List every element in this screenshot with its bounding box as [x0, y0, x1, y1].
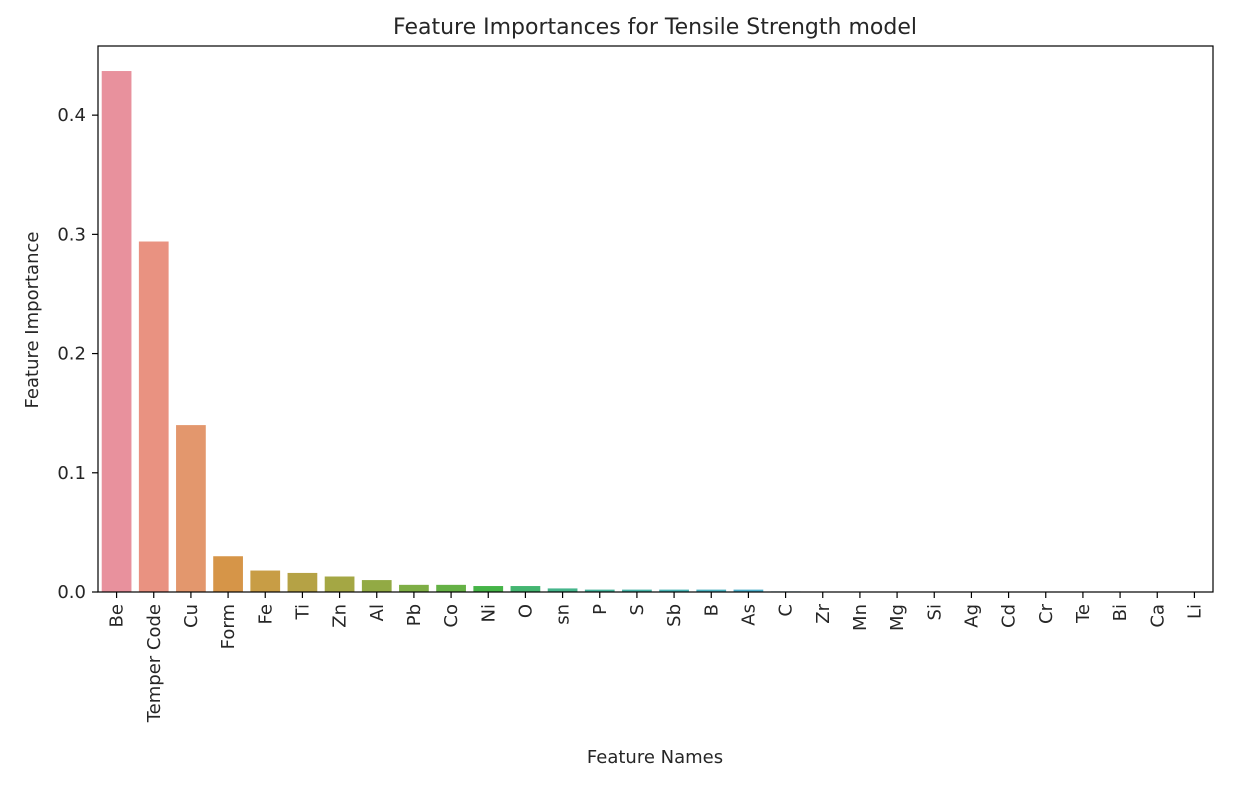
- y-tick-label: 0.1: [57, 463, 86, 484]
- bar-pb: [399, 585, 429, 592]
- x-tick-label: Ag: [961, 604, 982, 628]
- x-tick-label: Mn: [850, 604, 871, 631]
- x-axis-label: Feature Names: [587, 747, 723, 768]
- x-tick-label: Si: [924, 604, 945, 620]
- bars-layer: [102, 71, 1210, 592]
- x-tick-label: Cd: [999, 604, 1020, 628]
- x-tick-label: Co: [441, 604, 462, 628]
- x-tick-label: Mg: [887, 604, 908, 631]
- x-tick-label: Pb: [404, 604, 425, 626]
- bar-ni: [473, 586, 503, 592]
- bar-co: [436, 585, 466, 592]
- bar-form: [213, 556, 243, 592]
- bar-ti: [288, 573, 318, 592]
- bar-zn: [325, 577, 355, 592]
- x-tick-label: Temper Code: [144, 604, 165, 723]
- x-tick-label: Bi: [1110, 604, 1131, 621]
- y-axis-label: Feature Importance: [22, 232, 43, 409]
- x-tick-label: sn: [553, 604, 574, 625]
- bar-o: [511, 586, 541, 592]
- y-tick-label: 0.2: [57, 344, 86, 365]
- x-tick-label: Te: [1073, 604, 1094, 624]
- axes-frame: [98, 46, 1213, 592]
- x-tick-label: Cu: [181, 604, 202, 628]
- bar-fe: [250, 571, 280, 592]
- x-tick-label: Zr: [813, 603, 834, 623]
- x-tick-label: Al: [367, 604, 388, 621]
- y-tick-label: 0.4: [57, 105, 86, 126]
- bar-temper-code: [139, 242, 169, 592]
- x-tick-label: Form: [218, 604, 239, 649]
- chart-title: Feature Importances for Tensile Strength…: [393, 15, 917, 40]
- x-tick-label: Ti: [292, 604, 313, 620]
- x-tick-label: Ca: [1147, 604, 1168, 628]
- x-tick-label: Ni: [478, 604, 499, 622]
- x-tick-label: As: [738, 604, 759, 626]
- x-tick-label: S: [627, 604, 648, 615]
- x-tick-label: Zn: [330, 604, 351, 628]
- y-axis-ticks: 0.0 0.1 0.2 0.3 0.4: [57, 105, 98, 603]
- x-tick-label: Be: [107, 604, 128, 627]
- y-tick-label: 0.3: [57, 224, 86, 245]
- x-tick-label: C: [776, 604, 797, 617]
- x-tick-label: Cr: [1036, 603, 1057, 624]
- bar-be: [102, 71, 132, 592]
- bar-cu: [176, 425, 206, 592]
- x-tick-label: Sb: [664, 604, 685, 627]
- y-tick-label: 0.0: [57, 582, 86, 603]
- x-tick-label: O: [515, 604, 536, 618]
- bar-al: [362, 580, 392, 592]
- x-tick-label: B: [701, 604, 722, 616]
- x-tick-label: Fe: [255, 604, 276, 624]
- x-tick-label: P: [590, 604, 611, 615]
- x-tick-label: Li: [1184, 604, 1205, 619]
